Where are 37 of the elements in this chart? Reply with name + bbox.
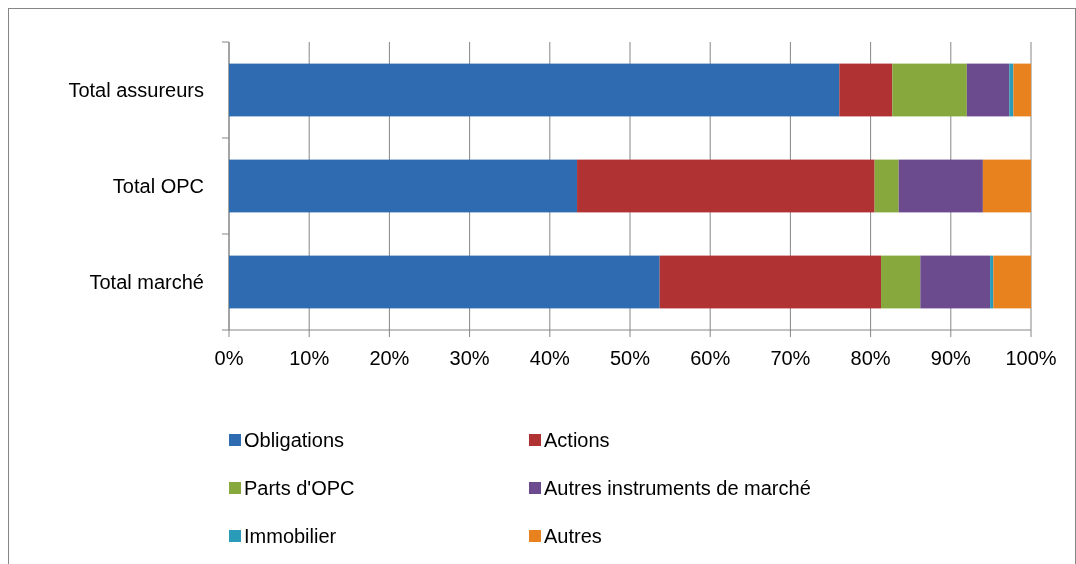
- bar: [839, 63, 893, 117]
- bar: [1013, 63, 1031, 117]
- bar: [990, 255, 994, 309]
- x-tick-label: 40%: [529, 347, 571, 369]
- x-tick-label: 0%: [214, 347, 244, 369]
- bar: [874, 159, 899, 213]
- bar: [966, 63, 1010, 117]
- y-tick-label: Total assureurs: [68, 79, 204, 101]
- legend-label: Parts d'OPC: [244, 477, 355, 499]
- bar: [993, 255, 1031, 309]
- y-tick-label: Total OPC: [112, 175, 204, 197]
- x-tick-label: 30%: [449, 347, 490, 369]
- x-tick-label: 100%: [1005, 347, 1057, 369]
- legend-label: Autres: [544, 525, 602, 547]
- legend-label: Immobilier: [244, 525, 337, 547]
- legend-label: Obligations: [244, 429, 345, 451]
- x-tick-label: 50%: [609, 347, 651, 369]
- bar: [982, 159, 1031, 213]
- bar: [229, 63, 840, 117]
- bar: [881, 255, 921, 309]
- bar: [229, 255, 660, 309]
- x-tick-label: 10%: [289, 347, 330, 369]
- legend-label: Autres instruments de marché: [544, 477, 811, 499]
- bar: [892, 63, 967, 117]
- bar: [229, 159, 578, 213]
- x-tick-label: 60%: [690, 347, 731, 369]
- x-tick-label: 90%: [930, 347, 972, 369]
- y-tick-label: Total marché: [89, 271, 204, 293]
- bar: [577, 159, 875, 213]
- bar: [898, 159, 983, 213]
- x-tick-label: 20%: [369, 347, 410, 369]
- bar: [920, 255, 991, 309]
- bar: [1009, 63, 1014, 117]
- legend-label: Actions: [544, 429, 610, 451]
- x-tick-label: 70%: [770, 347, 811, 369]
- x-tick-label: 80%: [850, 347, 891, 369]
- bar: [659, 255, 882, 309]
